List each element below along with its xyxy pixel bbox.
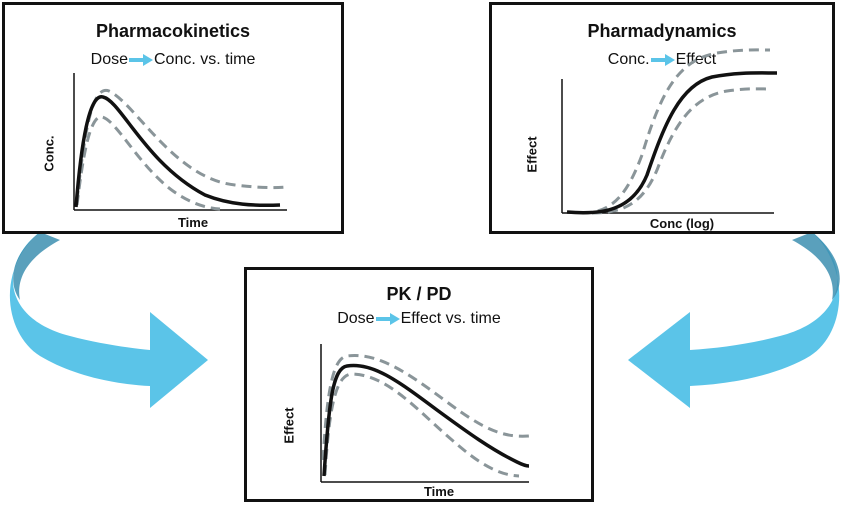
upper-bound-curve xyxy=(75,88,288,202)
right-arrow-icon xyxy=(650,53,675,66)
right-arrow-icon xyxy=(375,312,400,325)
y-axis-label: Effect xyxy=(281,407,297,444)
subtitle-right: Conc. vs. time xyxy=(154,51,256,68)
y-axis-label: Conc. xyxy=(41,135,57,172)
mean-curve xyxy=(322,363,530,477)
y-axis-label: Effect xyxy=(524,136,540,173)
right-arrow-icon xyxy=(129,53,153,66)
x-axis-label: Time xyxy=(423,484,455,499)
upper-bound-curve xyxy=(321,353,530,461)
panel-title: Pharmacokinetics xyxy=(95,21,251,41)
subtitle-left: Conc. xyxy=(607,51,650,68)
mean-curve xyxy=(74,95,281,208)
subtitle-right: Effect vs. time xyxy=(400,310,501,327)
lower-bound-curve xyxy=(591,87,771,215)
lower-bound-curve xyxy=(75,115,221,211)
curved-arrow-right-icon xyxy=(9,232,208,408)
x-axis-label: Time xyxy=(177,215,209,230)
pkpd-plot xyxy=(320,344,530,483)
panel-title: Pharmadynamics xyxy=(587,21,737,41)
pharmadynamics-panel: Pharmadynamics Conc. Effect Conc (log) Ef… xyxy=(489,2,835,234)
subtitle-left: Dose xyxy=(90,51,128,68)
pk-plot xyxy=(73,73,288,211)
panel-subtitle: Dose Conc. vs. time xyxy=(5,51,341,69)
x-axis-label: Conc (log) xyxy=(649,216,715,231)
pkpd-panel: PK / PD Dose Effect vs. time Time Effect xyxy=(244,267,594,502)
panel-title: PK / PD xyxy=(386,284,452,304)
curved-arrow-left-icon xyxy=(628,232,840,408)
subtitle-left: Dose xyxy=(337,310,375,327)
mean-curve xyxy=(566,71,778,215)
lower-bound-curve xyxy=(323,372,520,478)
pd-plot xyxy=(561,48,778,215)
pharmacokinetics-panel: Pharmacokinetics Dose Conc. vs. time Time… xyxy=(2,2,344,234)
upper-bound-curve xyxy=(581,48,771,215)
panel-subtitle: Dose Effect vs. time xyxy=(247,310,591,328)
